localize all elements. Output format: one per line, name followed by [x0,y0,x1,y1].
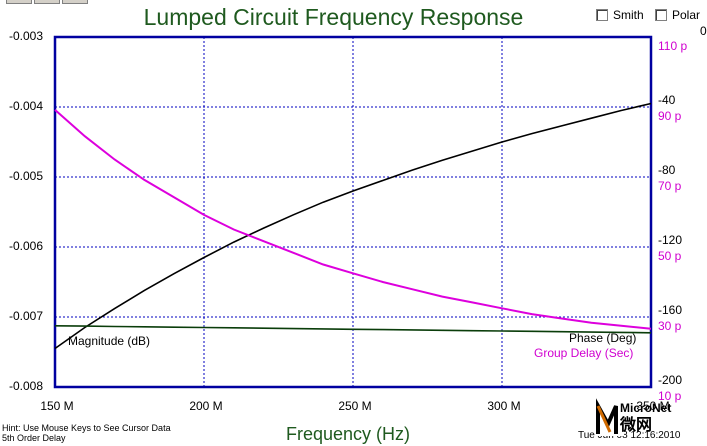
left-axis-tick: -0.004 [9,99,44,113]
smith-checkbox[interactable] [596,9,608,21]
smith-label: Smith [613,8,644,22]
right-group-delay-tick: 90 p [658,109,682,123]
right-group-delay-tick: 110 p [658,39,688,53]
x-axis-tick: 300 M [487,399,521,413]
toolbar-button[interactable] [34,0,60,4]
magnitude-trace [54,102,652,350]
x-axis-tick: 200 M [189,399,223,413]
timestamp: Tue Jun 08 12:16:2010 [578,430,681,441]
smith-option[interactable]: Smith [596,8,644,22]
phase-trace [54,325,652,334]
right-group-delay-tick: 70 p [658,179,682,193]
x-axis-tick: 150 M [40,399,74,413]
logo-cjk: 微网 [619,415,652,434]
micronet-logo-graphic: MicroNet 微网 [596,398,671,436]
micronet-logo: MicroNet 微网 [590,396,702,442]
traces [54,102,652,350]
right-phase-tick: -80 [658,163,676,177]
magnitude-trace-label: Magnitude (dB) [68,334,151,348]
logo-brand: MicroNet [620,401,671,415]
right-group-delay-tick: 30 p [658,319,682,333]
right-phase-tick: -120 [658,233,683,247]
toolbar-button[interactable] [62,0,88,4]
x-axis-tick: 250 M [338,399,372,413]
polar-label: Polar [672,8,701,22]
group-delay-trace [54,109,652,330]
right-group-delay-tick: 50 p [658,249,682,263]
right-group-delay-tick: 10 p [658,389,682,403]
plot-title: Lumped Circuit Frequency Response [143,4,524,30]
right-phase-tick: -40 [658,93,676,107]
group-delay-trace-label: Group Delay (Sec) [534,346,634,360]
filter-name: 5th Order Delay [2,433,66,443]
right-phase-tick: -160 [658,303,683,317]
left-axis-tick: -0.003 [9,29,44,43]
left-axis-tick: -0.007 [9,309,44,323]
left-axis-tick: -0.005 [9,169,44,183]
plot-frame [53,35,653,389]
polar-option[interactable]: Polar [655,8,700,22]
polar-checkbox[interactable] [655,9,667,21]
x-axis-label: Frequency (Hz) [286,424,411,444]
left-axis-tick: -0.008 [9,379,44,393]
toolbar-button[interactable] [6,0,32,4]
phase-trace-label: Phase (Deg) [569,331,637,345]
left-axis-tick: -0.006 [9,239,44,253]
x-axis-tick: 350 M [636,399,670,413]
hint-text: Hint: Use Mouse Keys to See Cursor Data [2,423,171,433]
right-phase-tick: 0 [700,24,707,38]
right-phase-tick: -200 [658,373,683,387]
